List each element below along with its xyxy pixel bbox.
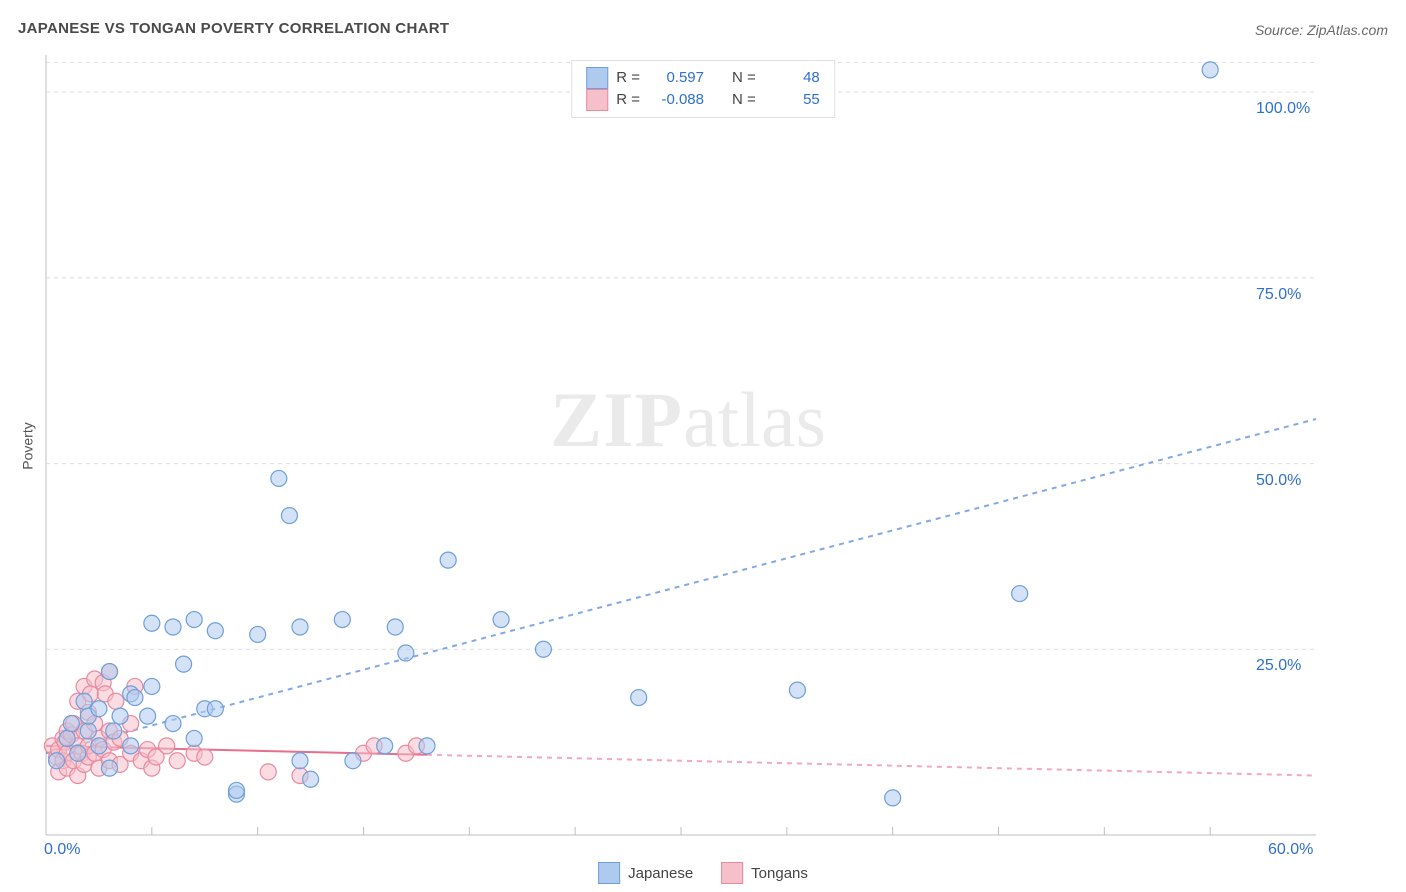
correlation-row-japanese: R = 0.597 N = 48	[586, 67, 820, 89]
r-label: R =	[616, 89, 640, 111]
series-legend: Japanese Tongans	[598, 862, 808, 884]
n-value-japanese: 48	[764, 67, 820, 89]
legend-item-japanese: Japanese	[598, 862, 693, 884]
r-value-japanese: 0.597	[648, 67, 704, 89]
n-label: N =	[732, 89, 756, 111]
y-tick-label: 100.0%	[1256, 100, 1310, 118]
r-label: R =	[616, 67, 640, 89]
y-tick-label: 50.0%	[1256, 472, 1301, 490]
swatch-tongans	[586, 89, 608, 111]
chart-svg	[0, 0, 1406, 892]
x-axis-max-label: 60.0%	[1268, 841, 1313, 859]
y-tick-label: 25.0%	[1256, 657, 1301, 675]
swatch-japanese	[598, 862, 620, 884]
x-axis-min-label: 0.0%	[44, 841, 80, 859]
n-label: N =	[732, 67, 756, 89]
y-tick-label: 75.0%	[1256, 286, 1301, 304]
correlation-row-tongans: R = -0.088 N = 55	[586, 89, 820, 111]
correlation-legend: R = 0.597 N = 48 R = -0.088 N = 55	[571, 60, 835, 118]
legend-item-tongans: Tongans	[721, 862, 808, 884]
swatch-tongans	[721, 862, 743, 884]
legend-label-japanese: Japanese	[628, 865, 693, 882]
r-value-tongans: -0.088	[648, 89, 704, 111]
legend-label-tongans: Tongans	[751, 865, 808, 882]
chart-container: JAPANESE VS TONGAN POVERTY CORRELATION C…	[0, 0, 1406, 892]
n-value-tongans: 55	[764, 89, 820, 111]
swatch-japanese	[586, 67, 608, 89]
